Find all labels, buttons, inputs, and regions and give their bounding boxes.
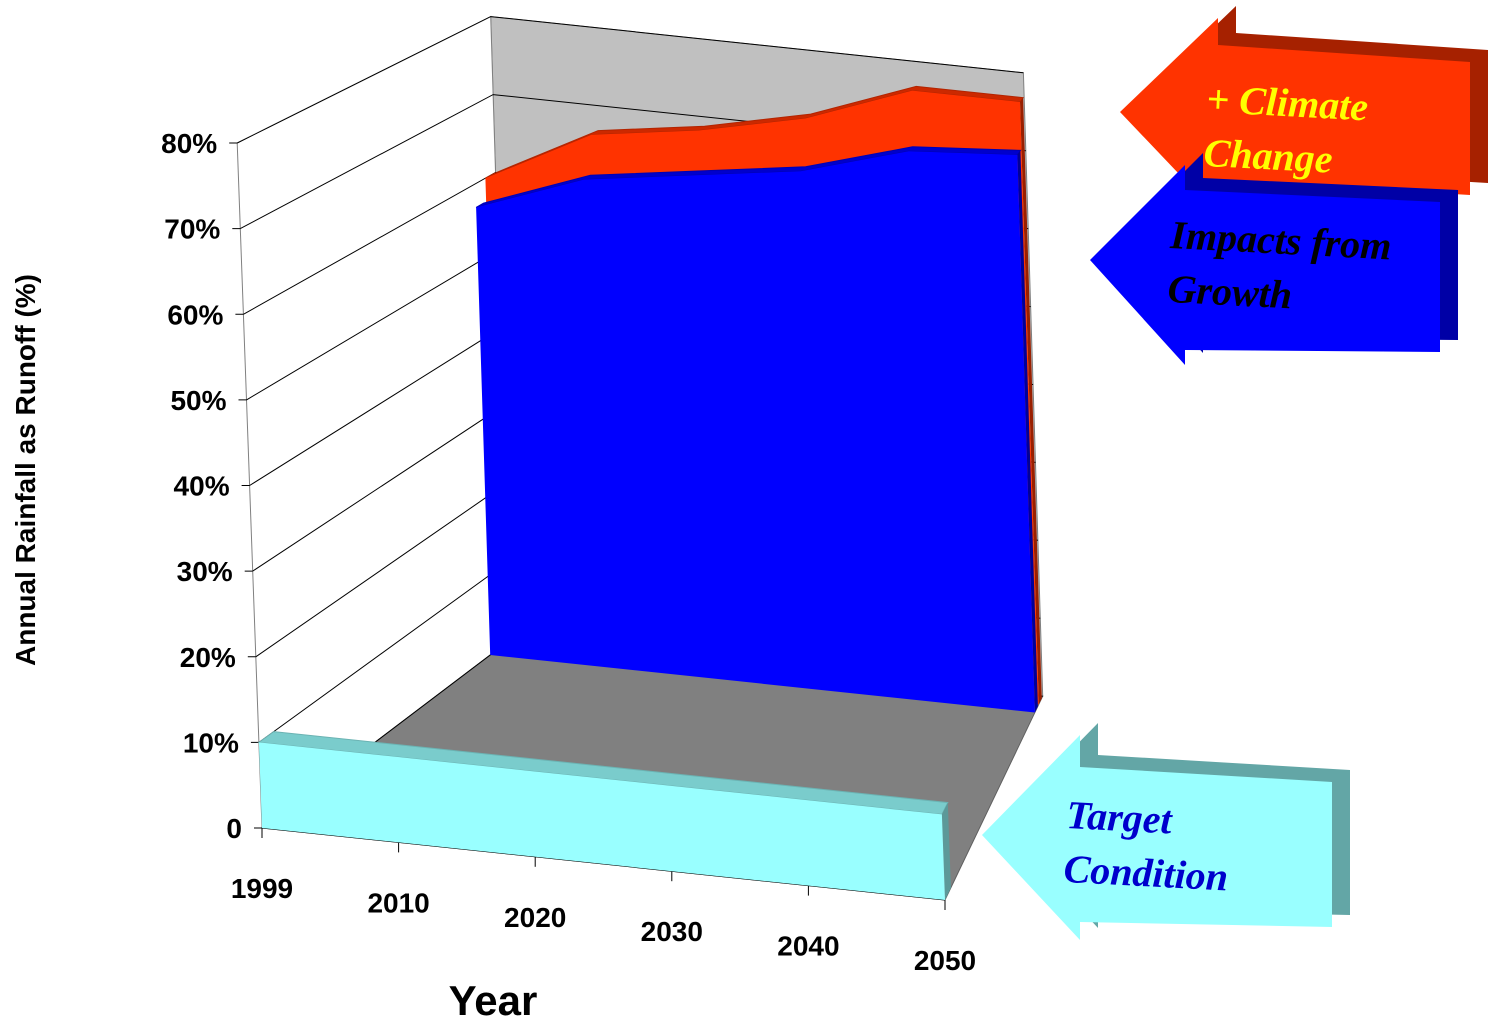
y-tick-label: 60% xyxy=(167,299,223,330)
area xyxy=(476,151,1035,713)
legend-arrow xyxy=(982,723,1350,940)
x-tick-label: 2030 xyxy=(641,916,703,947)
y-axis-title: Annual Rainfall as Runoff (%) xyxy=(10,274,41,666)
y-tick-label: 10% xyxy=(183,727,239,758)
area-side xyxy=(1017,150,1038,713)
area-side xyxy=(941,802,951,900)
legend-arrow xyxy=(1090,153,1458,365)
y-tick-label: 70% xyxy=(164,214,220,245)
x-tick-label: 2010 xyxy=(367,887,429,918)
y-tick-label: 40% xyxy=(174,471,230,502)
y-tick-label: 20% xyxy=(180,642,236,673)
legend-arrow xyxy=(1120,6,1488,215)
y-tick-label: 80% xyxy=(161,128,217,159)
x-tick-label: 2050 xyxy=(914,945,976,976)
area xyxy=(258,742,945,900)
area-side xyxy=(1020,97,1042,705)
x-tick-label: 1999 xyxy=(231,873,293,904)
legend-label: + Climate Change xyxy=(1202,75,1370,182)
x-tick-label: 2040 xyxy=(777,931,839,962)
y-tick-label: 30% xyxy=(177,556,233,587)
y-tick-label: 50% xyxy=(170,385,226,416)
y-tick-label: 0 xyxy=(226,813,242,844)
grid-line xyxy=(236,16,1024,144)
legend-label: Target Condition xyxy=(1062,791,1230,900)
x-axis-title: Year xyxy=(449,977,538,1024)
x-tick-label: 2020 xyxy=(504,902,566,933)
legend-label: Impacts from Growth xyxy=(1166,211,1393,318)
